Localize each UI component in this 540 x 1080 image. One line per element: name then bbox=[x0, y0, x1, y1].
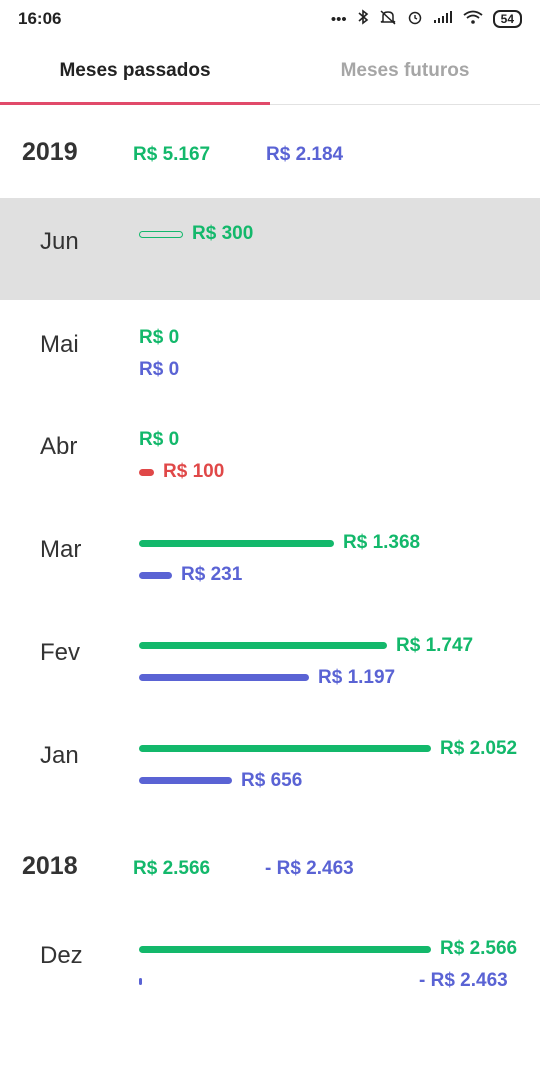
month-row-mai[interactable]: Mai R$ 0 R$ 0 bbox=[0, 301, 540, 403]
expense-bar bbox=[139, 977, 142, 985]
income-value: R$ 2.566 bbox=[440, 938, 518, 960]
expense-bar bbox=[139, 674, 309, 682]
tab-indicator bbox=[0, 102, 270, 105]
income-bar bbox=[139, 539, 334, 547]
month-label: Abr bbox=[40, 433, 78, 461]
status-icons: ••• 54 bbox=[331, 8, 522, 30]
income-bar-line: R$ 300 bbox=[139, 223, 253, 245]
month-label: Mar bbox=[40, 536, 82, 564]
income-value: R$ 1.747 bbox=[396, 634, 474, 656]
year-income-total: R$ 2.566 bbox=[133, 858, 211, 880]
year-income-total: R$ 5.167 bbox=[133, 144, 211, 165]
income-value: R$ 0 bbox=[139, 326, 180, 348]
income-value: R$ 300 bbox=[192, 223, 254, 244]
year-label: 2018 bbox=[22, 852, 78, 881]
expense-bar-line: R$ 656 bbox=[139, 770, 302, 792]
expense-value: R$ 1.197 bbox=[318, 666, 396, 688]
income-bar-line: R$ 2.566 bbox=[139, 938, 517, 960]
tab-past-months[interactable]: Meses passados bbox=[59, 60, 211, 81]
status-bar: 16:06 ••• 54 bbox=[0, 0, 540, 38]
expense-bar bbox=[139, 468, 154, 476]
income-value: R$ 1.368 bbox=[343, 532, 421, 554]
month-row-jun[interactable]: Jun R$ 300 bbox=[0, 198, 540, 300]
bluetooth-icon bbox=[357, 9, 369, 29]
month-label: Dez bbox=[40, 942, 83, 970]
signal-icon bbox=[433, 10, 453, 28]
expense-bar-line: R$ 231 bbox=[139, 564, 242, 586]
month-row-fev[interactable]: Fev R$ 1.747 R$ 1.197 bbox=[0, 609, 540, 711]
wifi-icon bbox=[463, 10, 483, 28]
month-label: Mai bbox=[40, 330, 79, 358]
tab-bar: Meses passados Meses futuros bbox=[0, 38, 540, 105]
expense-bar-line: R$ 100 bbox=[139, 461, 224, 483]
month-label: Jan bbox=[40, 741, 79, 769]
expense-bar bbox=[139, 777, 232, 784]
expense-value: R$ 231 bbox=[181, 564, 243, 586]
more-icon: ••• bbox=[330, 10, 347, 28]
income-bar bbox=[139, 745, 431, 752]
year-expense-total: R$ 2.184 bbox=[266, 144, 344, 165]
expense-bar-line: R$ 1.197 bbox=[139, 667, 395, 689]
tab-future-months[interactable]: Meses futuros bbox=[340, 60, 470, 81]
year-label: 2019 bbox=[22, 138, 78, 166]
month-label: Fev bbox=[40, 638, 81, 666]
month-row-jan[interactable]: Jan R$ 2.052 R$ 656 bbox=[0, 712, 540, 814]
income-value: R$ 0 bbox=[139, 429, 180, 451]
year-header: 2019 R$ 5.167 R$ 2.184 bbox=[0, 104, 540, 204]
month-row-abr[interactable]: Abr R$ 0 R$ 100 bbox=[0, 403, 540, 505]
expense-value: - R$ 2.463 bbox=[419, 970, 508, 992]
expense-value: R$ 656 bbox=[241, 769, 303, 791]
income-bar-line: R$ 1.368 bbox=[139, 532, 420, 554]
income-bar bbox=[139, 642, 387, 650]
mute-icon bbox=[379, 9, 397, 29]
year-expense-total: - R$ 2.463 bbox=[265, 858, 354, 880]
expense-bar-line: - R$ 2.463 bbox=[139, 970, 508, 992]
expense-bar bbox=[139, 571, 172, 579]
expense-value: R$ 100 bbox=[163, 461, 225, 483]
income-value: R$ 2.052 bbox=[440, 737, 518, 759]
alarm-icon bbox=[407, 9, 423, 29]
income-bar-line: R$ 1.747 bbox=[139, 635, 473, 657]
year-header: 2018 R$ 2.566 - R$ 2.463 bbox=[0, 818, 540, 918]
income-bar bbox=[139, 230, 183, 238]
income-bar bbox=[139, 945, 431, 953]
status-time: 16:06 bbox=[18, 9, 62, 28]
expense-value: R$ 0 bbox=[139, 358, 180, 380]
expense-bar-line: R$ 0 bbox=[139, 359, 179, 381]
month-label: Jun bbox=[40, 228, 79, 255]
income-bar-line: R$ 0 bbox=[139, 327, 179, 349]
income-bar-line: R$ 2.052 bbox=[139, 738, 517, 760]
battery-indicator: 54 bbox=[492, 10, 522, 28]
income-bar-line: R$ 0 bbox=[139, 429, 179, 451]
month-row-dez[interactable]: Dez R$ 2.566 - R$ 2.463 bbox=[0, 912, 540, 1014]
month-row-mar[interactable]: Mar R$ 1.368 R$ 231 bbox=[0, 506, 540, 608]
